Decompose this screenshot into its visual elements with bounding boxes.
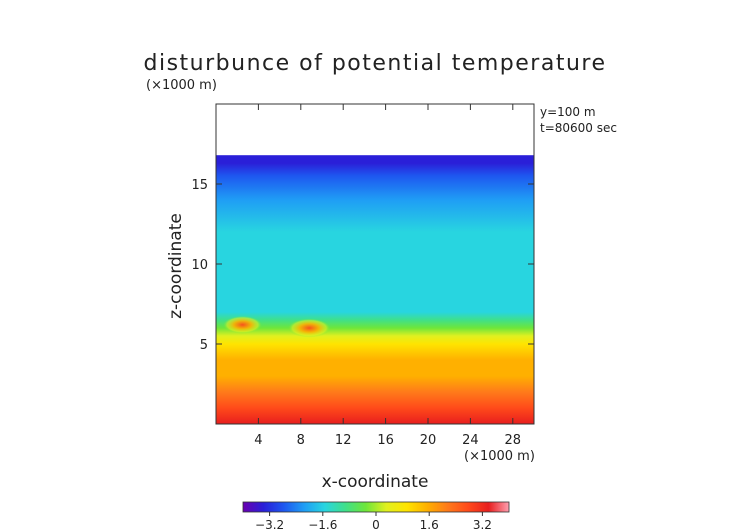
- colorbar-tick-label: 3.2: [473, 518, 492, 532]
- annotation-t: t=80600 sec: [540, 121, 617, 135]
- warm-spot-0: [223, 316, 262, 334]
- x-axis-label: x-coordinate: [322, 472, 429, 492]
- y-unit-label: (×1000 m): [146, 78, 217, 93]
- x-tick-label: 8: [297, 433, 305, 448]
- x-tick-label: 24: [462, 433, 479, 448]
- colorbar-tick-label: 0: [372, 518, 380, 532]
- x-tick-label: 28: [505, 433, 522, 448]
- colorbar-tick-label: −1.6: [308, 518, 337, 532]
- chart-title: disturbunce of potential temperature: [144, 51, 607, 76]
- x-tick-label: 16: [377, 433, 394, 448]
- annotation-y: y=100 m: [540, 105, 596, 119]
- plot-area: [216, 155, 534, 424]
- warm-spot-1: [288, 318, 331, 338]
- y-tick-label: 10: [191, 258, 208, 273]
- temperature-field: [216, 155, 534, 424]
- x-tick-label: 20: [420, 433, 437, 448]
- y-tick-label: 15: [191, 178, 208, 193]
- x-tick-label: 12: [335, 433, 352, 448]
- colorbar-tick-label: 1.6: [420, 518, 439, 532]
- y-tick-label: 5: [200, 338, 208, 353]
- x-unit-label: (×1000 m): [464, 449, 535, 464]
- x-tick-label: 4: [254, 433, 262, 448]
- colorbar: [242, 501, 510, 513]
- colorbar-tick-label: −3.2: [255, 518, 284, 532]
- y-axis-label: z-coordinate: [166, 213, 186, 319]
